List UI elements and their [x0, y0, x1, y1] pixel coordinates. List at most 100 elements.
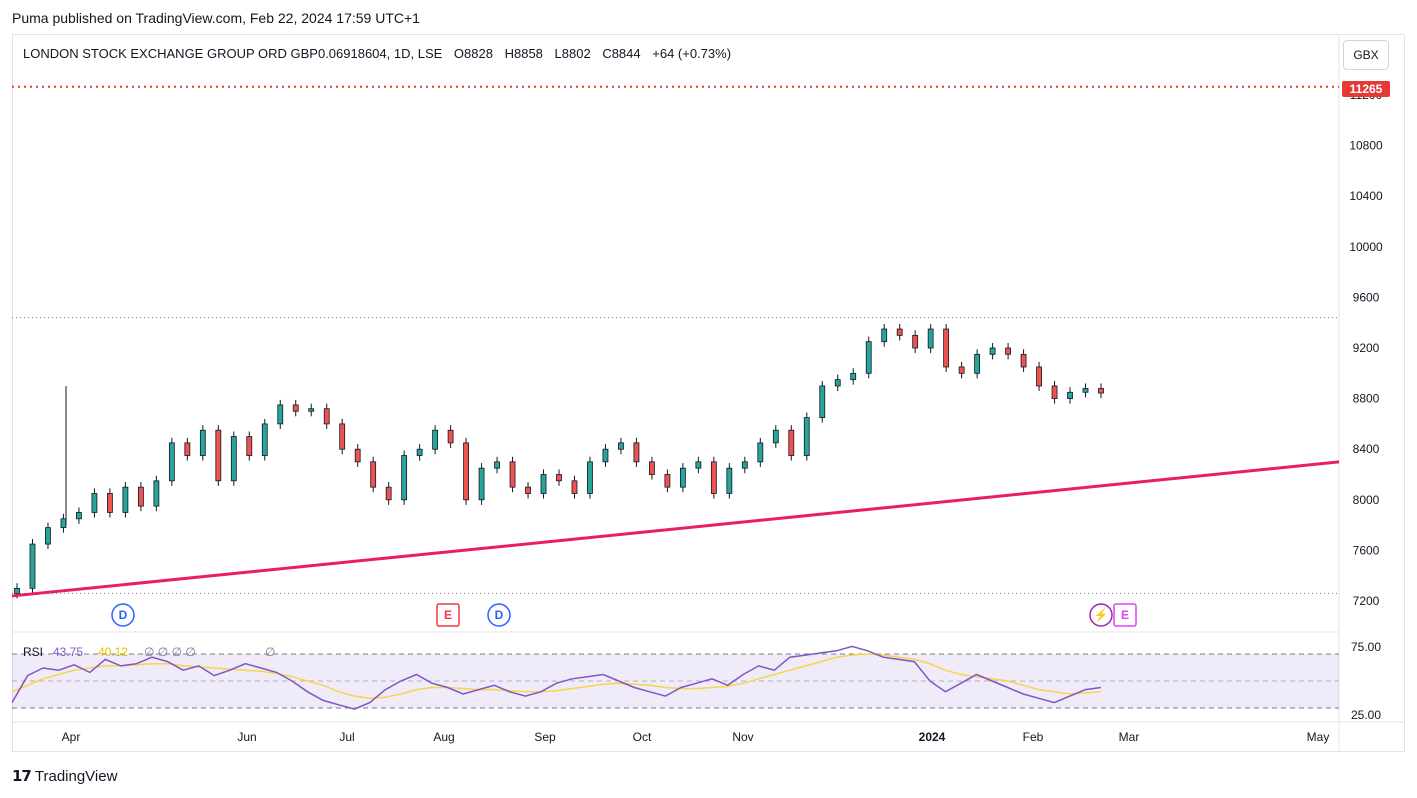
event-label: E	[444, 608, 452, 622]
candle-body	[1020, 353, 1027, 368]
price-tick-label: 7600	[1353, 543, 1380, 557]
candle-body	[401, 455, 408, 501]
candle-body	[788, 429, 795, 456]
currency-button[interactable]: GBX	[1343, 40, 1389, 70]
price-tick-label: 8400	[1353, 442, 1380, 456]
candle-body	[741, 461, 748, 469]
candle-body	[199, 429, 206, 456]
time-tick-label: Sep	[534, 730, 556, 744]
time-tick-label: Oct	[633, 730, 652, 744]
rsi-label: RSI	[23, 645, 43, 659]
tradingview-logo-icon: 𝟭𝟳	[12, 768, 32, 785]
candle-body	[525, 486, 531, 494]
candle-body	[323, 408, 330, 425]
candle-body	[29, 543, 36, 589]
time-tick-label: Jun	[237, 730, 256, 744]
low-value: L8802	[554, 46, 591, 61]
candle-body	[261, 423, 268, 456]
candle-body	[76, 512, 82, 520]
candle-body	[370, 461, 377, 488]
chart-frame[interactable]	[12, 34, 1405, 752]
symbol-legend: LONDON STOCK EXCHANGE GROUP ORD GBP0.069…	[23, 46, 739, 61]
candle-body	[664, 474, 671, 488]
candle-body	[850, 372, 857, 381]
candle-body	[122, 486, 129, 513]
event-marker-icon	[1113, 603, 1137, 627]
candle-body	[726, 467, 733, 494]
candle-body	[45, 527, 51, 545]
candle-body	[912, 334, 919, 349]
candle-body	[803, 417, 810, 456]
rsi-line	[11, 645, 1102, 710]
candle-body	[107, 493, 113, 513]
candle-body	[1051, 385, 1058, 400]
tradingview-brand[interactable]: 𝟭𝟳 TradingView	[12, 767, 117, 786]
candle-body	[974, 353, 981, 374]
candle-body	[772, 429, 779, 444]
event-label: D	[495, 608, 504, 622]
candle-body	[649, 461, 655, 475]
price-axis: 7200 7600 8000 8400 8800 9200 9600 10000 10400 10…	[1349, 88, 1383, 608]
high-value: H8858	[504, 46, 543, 61]
candle-body	[215, 429, 222, 482]
candle-body	[339, 423, 346, 450]
candle-body	[1098, 388, 1104, 394]
candle-body	[602, 448, 609, 463]
candle-body	[447, 429, 454, 444]
candle-body	[509, 461, 516, 488]
price-tick-label: 10800	[1349, 139, 1383, 153]
rsi-extra-value: ∅	[265, 645, 275, 659]
event-label: E	[1121, 608, 1129, 622]
price-tick-label: 9600	[1353, 290, 1380, 304]
candle-body	[633, 442, 640, 463]
published-caption: Puma published on TradingView.com, Feb 2…	[12, 10, 420, 26]
candle-body	[695, 461, 702, 469]
price-tick-label: 9200	[1353, 341, 1380, 355]
price-tick-label: 8800	[1353, 392, 1380, 406]
candle-body	[60, 518, 67, 529]
time-tick-label: Nov	[732, 730, 753, 744]
time-tick-label: Apr	[62, 730, 81, 744]
candle-body	[819, 385, 826, 418]
horizontal-lines	[12, 85, 1339, 594]
rsi-tick-25: 25.00	[1351, 708, 1381, 722]
time-axis: Apr Jun Jul Aug Sep Oct Nov 2024 Feb Mar May	[62, 730, 1330, 744]
time-tick-label: Mar	[1119, 730, 1140, 744]
candle-body	[1082, 388, 1089, 393]
price-tick-label: 8000	[1353, 493, 1380, 507]
candle-body	[184, 442, 191, 456]
candle-body	[1067, 391, 1073, 399]
candle-body	[958, 366, 965, 374]
candle-body	[277, 404, 284, 425]
resistance-price-label: 11265	[1350, 82, 1383, 96]
candle-body	[679, 467, 686, 488]
candle-body	[246, 436, 253, 456]
event-marker-icon	[487, 603, 511, 627]
candle-body	[432, 429, 439, 450]
candle-body	[168, 442, 175, 482]
time-tick-label: Feb	[1023, 730, 1044, 744]
candle-body	[540, 474, 547, 494]
rsi-band	[12, 654, 1339, 708]
event-marker-icon	[436, 603, 460, 627]
event-markers[interactable]: D E D ⚡ E	[111, 603, 1137, 627]
resistance-price-tag	[1342, 81, 1390, 97]
trendline[interactable]	[11, 460, 1340, 598]
time-tick-label: Aug	[433, 730, 454, 744]
candle-body	[478, 467, 485, 501]
candle-body	[354, 448, 361, 463]
close-value: C8844	[602, 46, 641, 61]
candle-body	[494, 461, 500, 469]
event-marker-icon	[1089, 603, 1113, 627]
candle-body	[881, 328, 888, 343]
time-tick-label: May	[1307, 730, 1330, 744]
candle-body	[153, 480, 160, 507]
rsi-value: 43.75	[53, 645, 83, 659]
open-value: O8828	[453, 46, 493, 61]
candle-body	[927, 328, 934, 349]
change-value: +64 (+0.73%)	[652, 46, 732, 61]
candle-body	[416, 448, 423, 456]
event-label: D	[119, 608, 128, 622]
price-tick-label: 10400	[1349, 189, 1383, 203]
